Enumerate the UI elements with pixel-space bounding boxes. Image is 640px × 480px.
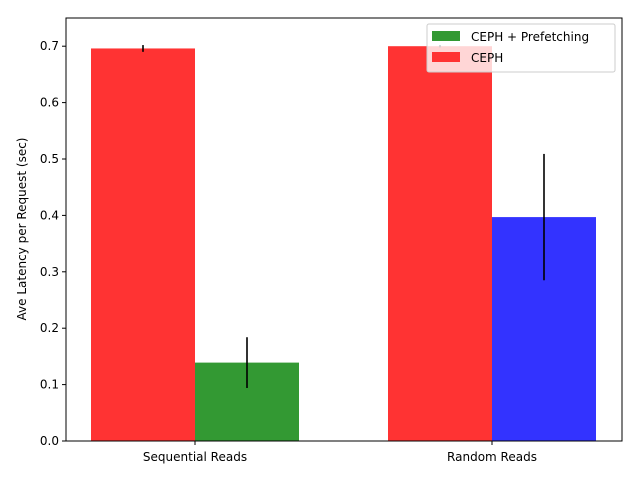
bar [388, 46, 492, 441]
y-axis-label: Ave Latency per Request (sec) [15, 138, 29, 321]
legend-swatch [432, 31, 460, 41]
y-tick-label: 0.4 [40, 208, 59, 222]
legend-box [426, 23, 616, 73]
x-tick-label: Sequential Reads [143, 450, 247, 464]
bar [91, 48, 195, 442]
plot-frame [65, 17, 623, 442]
legend-label: CEPH [471, 51, 503, 65]
x-axis: Sequential Reads Random Reads [143, 441, 537, 464]
legend-swatch [432, 52, 460, 62]
y-tick-label: 0.3 [40, 265, 59, 279]
y-tick-label: 0.5 [40, 152, 59, 166]
y-tick-label: 0.7 [40, 39, 59, 53]
legend-label: CEPH + Prefetching [471, 30, 589, 44]
x-tick-label: Random Reads [447, 450, 537, 464]
y-axis: 0.0 0.1 0.2 0.3 0.4 0.5 0.6 0.7 [40, 39, 66, 448]
y-tick-label: 0.1 [40, 378, 59, 392]
y-tick-label: 0.2 [40, 321, 59, 335]
y-tick-label: 0.0 [40, 434, 59, 448]
legend: CEPH + Prefetching CEPH [426, 23, 616, 73]
y-tick-label: 0.6 [40, 96, 59, 110]
bars-layer [91, 46, 596, 442]
